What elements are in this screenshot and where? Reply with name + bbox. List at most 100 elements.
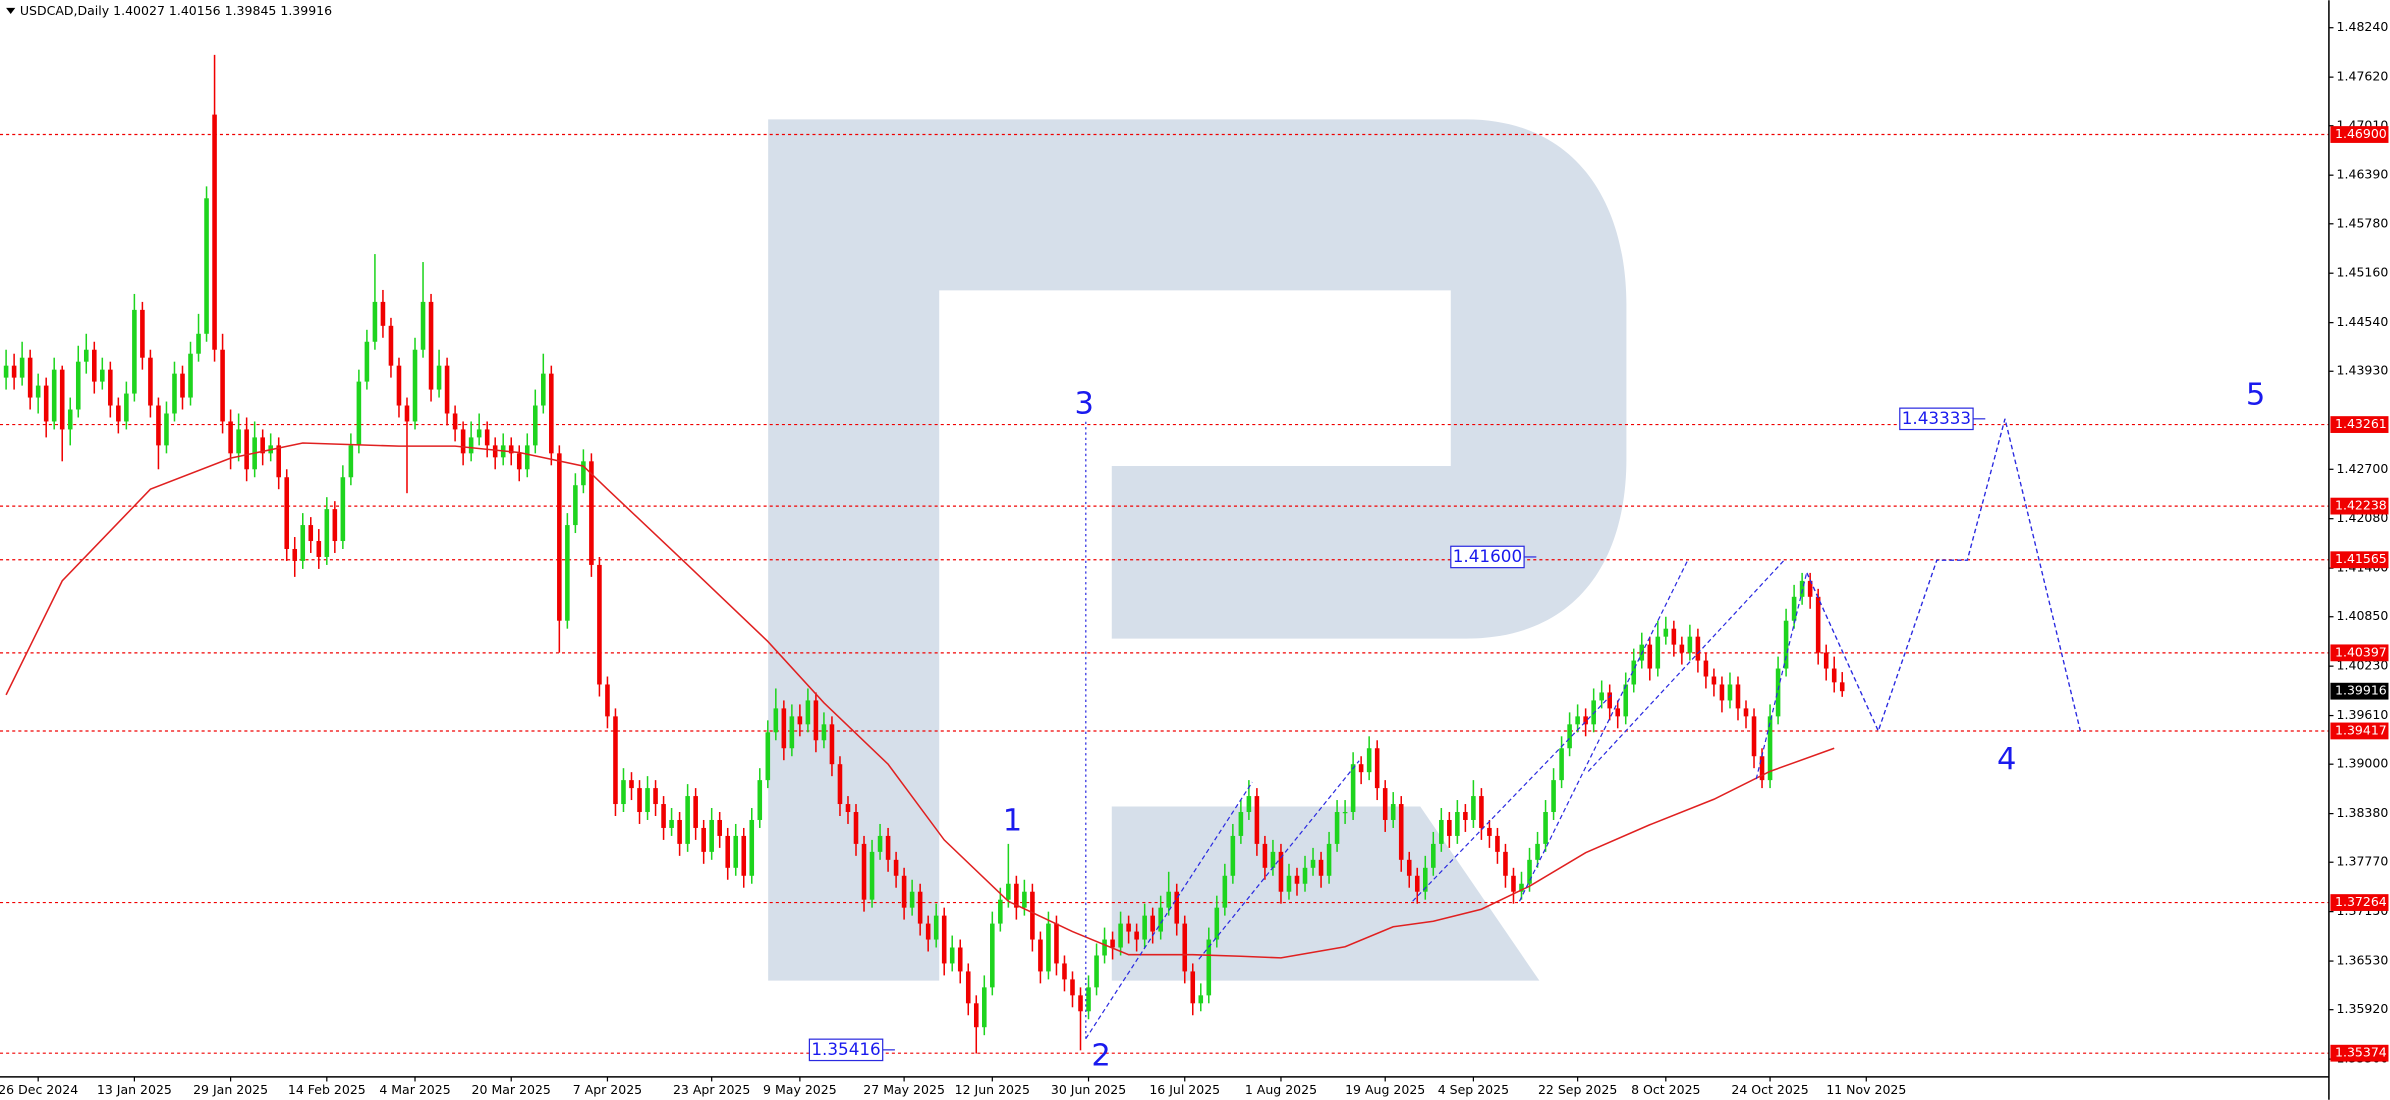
candle-body <box>260 437 265 454</box>
candle-body <box>1142 915 1147 940</box>
candle-body <box>1655 636 1661 669</box>
candle-body <box>1326 843 1332 876</box>
candle-body <box>1839 682 1845 692</box>
wave-label: 1 <box>1003 803 1022 838</box>
candle-body <box>1422 867 1428 892</box>
candle-body <box>67 409 73 430</box>
candle-body <box>589 461 594 565</box>
trend-lines <box>1085 421 1808 1042</box>
candle-body <box>75 361 81 410</box>
candle-body <box>19 357 25 378</box>
candle-body <box>340 477 346 542</box>
x-tick-label: 24 Oct 2025 <box>1731 1082 1808 1097</box>
y-tick-label: 1.35920 <box>2337 1001 2389 1016</box>
candle-body <box>677 819 682 844</box>
candle-body <box>1783 620 1789 669</box>
x-tick-label: 22 Sep 2025 <box>1538 1082 1617 1097</box>
candle-body <box>364 341 370 382</box>
candle-body <box>1511 875 1516 892</box>
candle-body <box>645 788 650 813</box>
candle-body <box>1030 891 1035 940</box>
candle-body <box>1631 660 1637 685</box>
candle-body <box>1038 939 1043 972</box>
candle-body <box>653 788 658 805</box>
y-tick-label: 1.45160 <box>2337 265 2389 280</box>
trend-line <box>1587 560 1785 772</box>
candle-body <box>1046 923 1051 972</box>
level-label: 1.46900 <box>2335 126 2387 141</box>
candle-body <box>1519 883 1524 892</box>
price-label-box <box>808 1038 884 1062</box>
candle-body <box>949 947 955 964</box>
x-tick-label: 20 Mar 2025 <box>472 1082 551 1097</box>
level-label: 1.41565 <box>2335 551 2387 566</box>
candle-body <box>565 525 570 621</box>
candle-body <box>35 385 41 398</box>
candle-body <box>388 325 394 366</box>
candle-body <box>59 369 65 430</box>
candle-body <box>196 333 201 354</box>
candle-body <box>124 393 129 422</box>
price-label: 1.41600 <box>1453 546 1522 566</box>
candle-body <box>1342 812 1348 814</box>
candle-body <box>1278 851 1284 892</box>
y-tick-label: 1.40230 <box>2337 658 2389 673</box>
candle-body <box>1182 923 1188 972</box>
candle-body <box>597 564 602 685</box>
current-price-label: 1.39916 <box>2335 683 2387 698</box>
candle-body <box>148 357 153 406</box>
y-tick-label: 1.43930 <box>2337 363 2389 378</box>
candle-body <box>1086 987 1091 1012</box>
wave-label: 5 <box>2246 377 2265 412</box>
y-tick-label: 1.36530 <box>2337 953 2389 968</box>
candle-body <box>725 835 731 868</box>
candle-body <box>1711 676 1717 685</box>
candle-body <box>669 819 674 828</box>
candle-body <box>476 429 482 438</box>
candle-body <box>1382 788 1388 820</box>
candle-body <box>1374 748 1380 789</box>
x-tick-label: 27 May 2025 <box>863 1082 945 1097</box>
candle-body <box>1447 819 1452 836</box>
candle-body <box>11 365 17 378</box>
candle-body <box>348 445 354 478</box>
candle-body <box>316 541 322 557</box>
collapse-icon <box>6 7 16 14</box>
candle-body <box>3 365 9 378</box>
candle-body <box>1094 955 1099 988</box>
candle-body <box>909 891 915 908</box>
candle-body <box>661 804 666 828</box>
candle-body <box>1126 923 1131 932</box>
candle-body <box>805 700 811 725</box>
candle-body <box>1471 796 1476 820</box>
candle-body <box>212 114 217 350</box>
x-tick-label: 13 Jan 2025 <box>97 1082 172 1097</box>
candle-body <box>404 405 410 422</box>
candle-body <box>869 851 875 900</box>
level-label: 1.42238 <box>2335 498 2387 513</box>
candle-body <box>244 429 249 470</box>
wave-label: 4 <box>1997 742 2016 777</box>
watermark-bowl <box>768 119 1627 981</box>
candle-body <box>693 796 698 828</box>
candle-body <box>1254 796 1260 844</box>
candle-body <box>901 875 907 908</box>
candle-body <box>613 716 618 805</box>
candle-body <box>284 477 290 549</box>
candle-body <box>332 509 338 542</box>
candle-body <box>837 764 843 805</box>
candle-body <box>573 485 578 526</box>
candle-body <box>436 365 442 390</box>
trend-line <box>1755 572 1808 780</box>
candle-body <box>1334 812 1340 844</box>
candle-body <box>629 780 634 789</box>
candle-body <box>1390 804 1396 820</box>
candle-body <box>236 429 241 454</box>
candle-body <box>300 525 306 561</box>
level-label-box <box>2330 1044 2389 1062</box>
candle-body <box>92 349 97 382</box>
candle-body <box>1014 883 1019 908</box>
candle-body <box>204 198 209 334</box>
y-tick-label: 1.42700 <box>2337 461 2389 476</box>
